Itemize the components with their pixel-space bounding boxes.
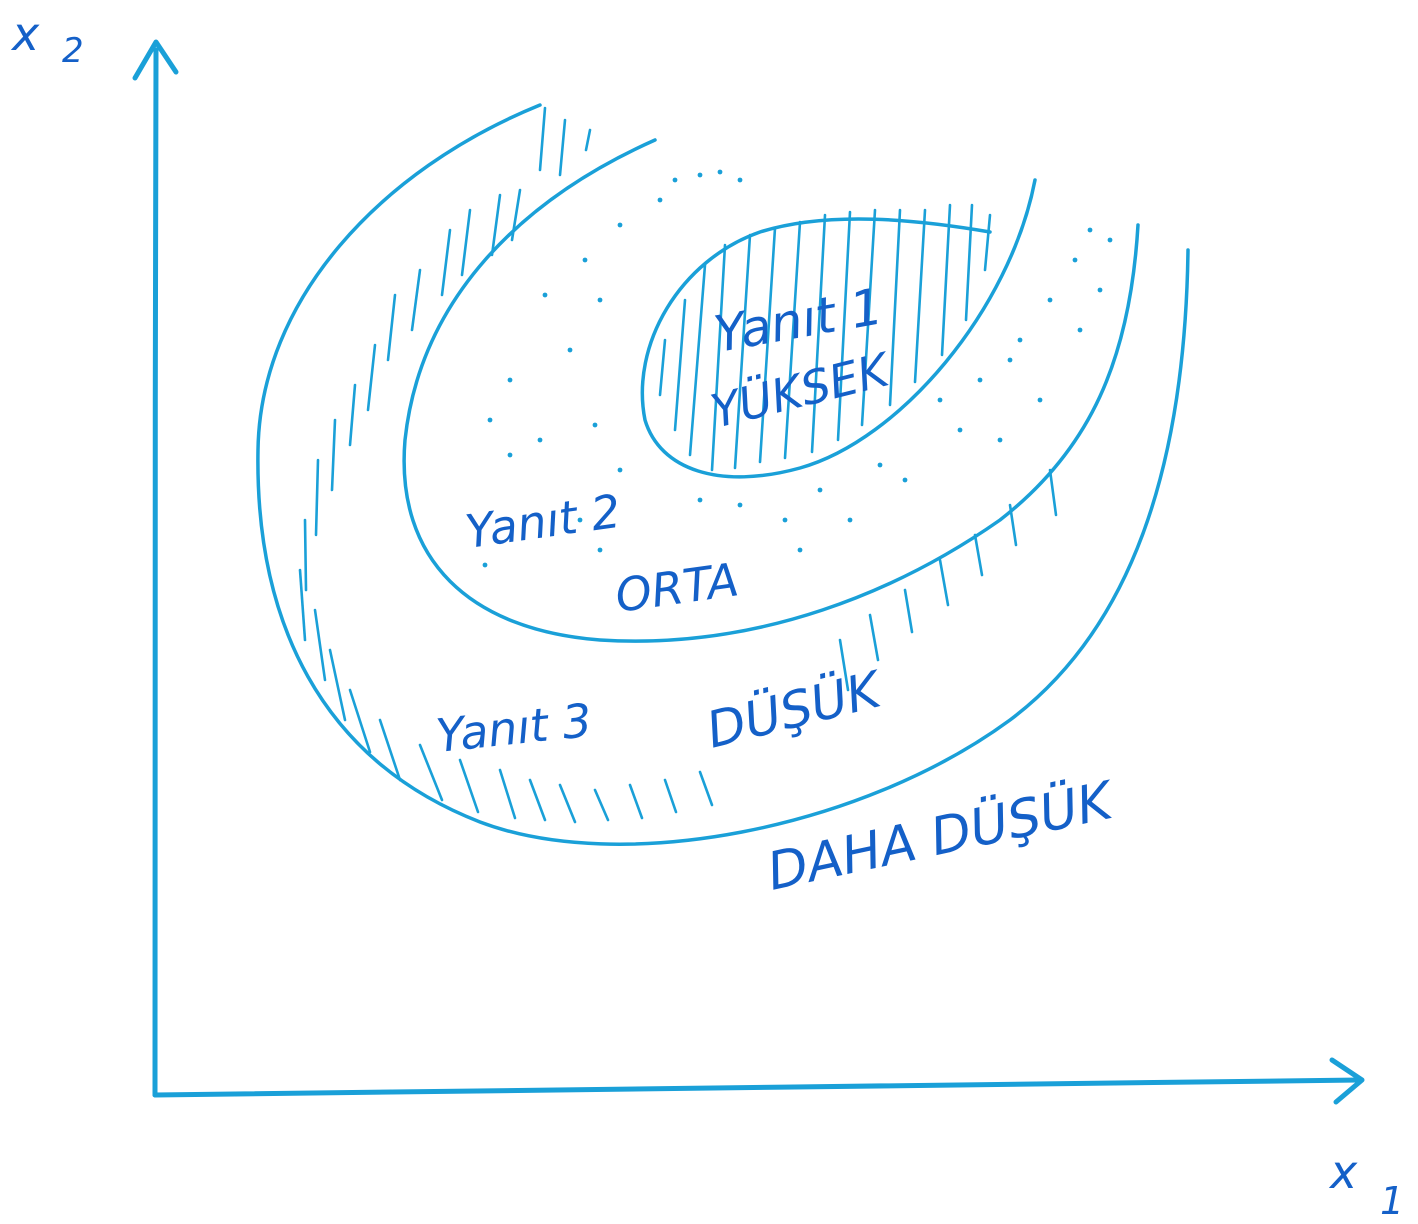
hatch-stroke <box>412 270 420 330</box>
hatch-stroke <box>560 120 565 175</box>
hatch-stroke <box>462 210 470 275</box>
hatch-stroke <box>940 560 948 605</box>
hatch-stroke <box>316 460 318 535</box>
stipple-dot <box>698 498 703 503</box>
hatch-stroke <box>700 772 712 805</box>
axes <box>135 42 1362 1102</box>
stipple-dot <box>848 518 853 523</box>
stipple-dot <box>673 178 678 183</box>
stipple-dot <box>978 378 983 383</box>
region-3-name: Yanıt 3 <box>434 693 595 763</box>
stipple-dot <box>1018 338 1023 343</box>
stipple-dot <box>1073 258 1078 263</box>
hatch-stroke <box>332 420 335 490</box>
stipple-dot <box>508 453 513 458</box>
svg-text:x: x <box>10 7 40 61</box>
svg-text:x: x <box>1328 1145 1358 1199</box>
region-2-level: ORTA <box>612 552 742 623</box>
hatch-stroke <box>540 108 545 170</box>
stipple-dot <box>483 563 488 568</box>
hatch-stroke <box>305 520 306 590</box>
outside-region-level: DAHA DÜŞÜK <box>762 769 1121 902</box>
stipple-dot <box>783 518 788 523</box>
hatch-stroke <box>966 205 972 320</box>
svg-text:2: 2 <box>62 31 84 71</box>
hatch-stroke <box>530 780 545 820</box>
stipple-dot <box>593 423 598 428</box>
stipple-dot <box>878 463 883 468</box>
hatch-stroke <box>315 610 325 680</box>
hatch-stroke <box>460 760 478 812</box>
hatch-stroke <box>500 770 515 818</box>
hatch-stroke <box>660 340 665 395</box>
x-axis-line <box>155 1080 1360 1095</box>
region-2-name: Yanıt 2 <box>462 484 624 559</box>
stipple-dot <box>1108 238 1113 243</box>
y-axis-line <box>155 50 156 1095</box>
hatch-stroke <box>586 130 590 150</box>
hatch-stroke <box>388 295 395 360</box>
stipple-dot <box>1078 328 1083 333</box>
region-3-level: DÜŞÜK <box>701 660 890 760</box>
hatch-stroke <box>942 205 950 355</box>
stipple-dot <box>798 548 803 553</box>
stipple-dot <box>618 468 623 473</box>
svg-text:1: 1 <box>1380 1179 1404 1223</box>
hatch-stroke <box>560 785 575 822</box>
stipple-dot <box>698 173 703 178</box>
stipple-dot <box>598 548 603 553</box>
hatch-stroke <box>665 780 676 812</box>
hatch-stroke <box>905 590 912 632</box>
stipple-dot <box>568 348 573 353</box>
hatch-stroke <box>595 790 608 820</box>
stipple-dot <box>598 298 603 303</box>
stipple-dot <box>488 418 493 423</box>
stipple-dot <box>1088 228 1093 233</box>
stipple-dot <box>818 488 823 493</box>
y-axis-label: x 2 <box>10 7 84 71</box>
stipple-dot <box>738 503 743 508</box>
hatch-stroke <box>368 345 375 410</box>
hatch-stroke <box>870 615 878 660</box>
stipple-dot <box>658 198 663 203</box>
stipple-dot <box>618 223 623 228</box>
hatch-stroke <box>512 190 520 240</box>
hatch-outer-band <box>300 108 1056 822</box>
hatch-stroke <box>985 215 990 270</box>
stipple-dot <box>543 293 548 298</box>
stipple-dot <box>1098 288 1103 293</box>
hatch-stroke <box>890 210 900 405</box>
hatch-stroke <box>690 265 705 455</box>
x-axis-label: x 1 <box>1328 1145 1404 1223</box>
hatch-stroke <box>350 385 355 445</box>
hatch-stroke <box>975 535 982 575</box>
stipple-dot <box>738 178 743 183</box>
stipple-dot <box>938 398 943 403</box>
stipple-dot <box>1048 298 1053 303</box>
stipple-dot <box>538 438 543 443</box>
hatch-stroke <box>350 690 370 752</box>
hatch-stroke <box>915 210 925 382</box>
hatch-stroke <box>1050 470 1056 515</box>
hatch-stroke <box>630 785 642 818</box>
stipple-dot <box>583 258 588 263</box>
stipple-dot <box>718 170 723 175</box>
stipple-dot <box>998 438 1003 443</box>
hatch-stroke <box>675 300 685 430</box>
stipple-dot <box>508 378 513 383</box>
stipple-dot <box>1038 398 1043 403</box>
hatch-stroke <box>442 230 450 295</box>
stipple-dot <box>958 428 963 433</box>
hatch-stroke <box>300 570 305 640</box>
stipple-dot <box>903 478 908 483</box>
hatch-stroke <box>330 650 345 720</box>
stipple-dot <box>1008 358 1013 363</box>
